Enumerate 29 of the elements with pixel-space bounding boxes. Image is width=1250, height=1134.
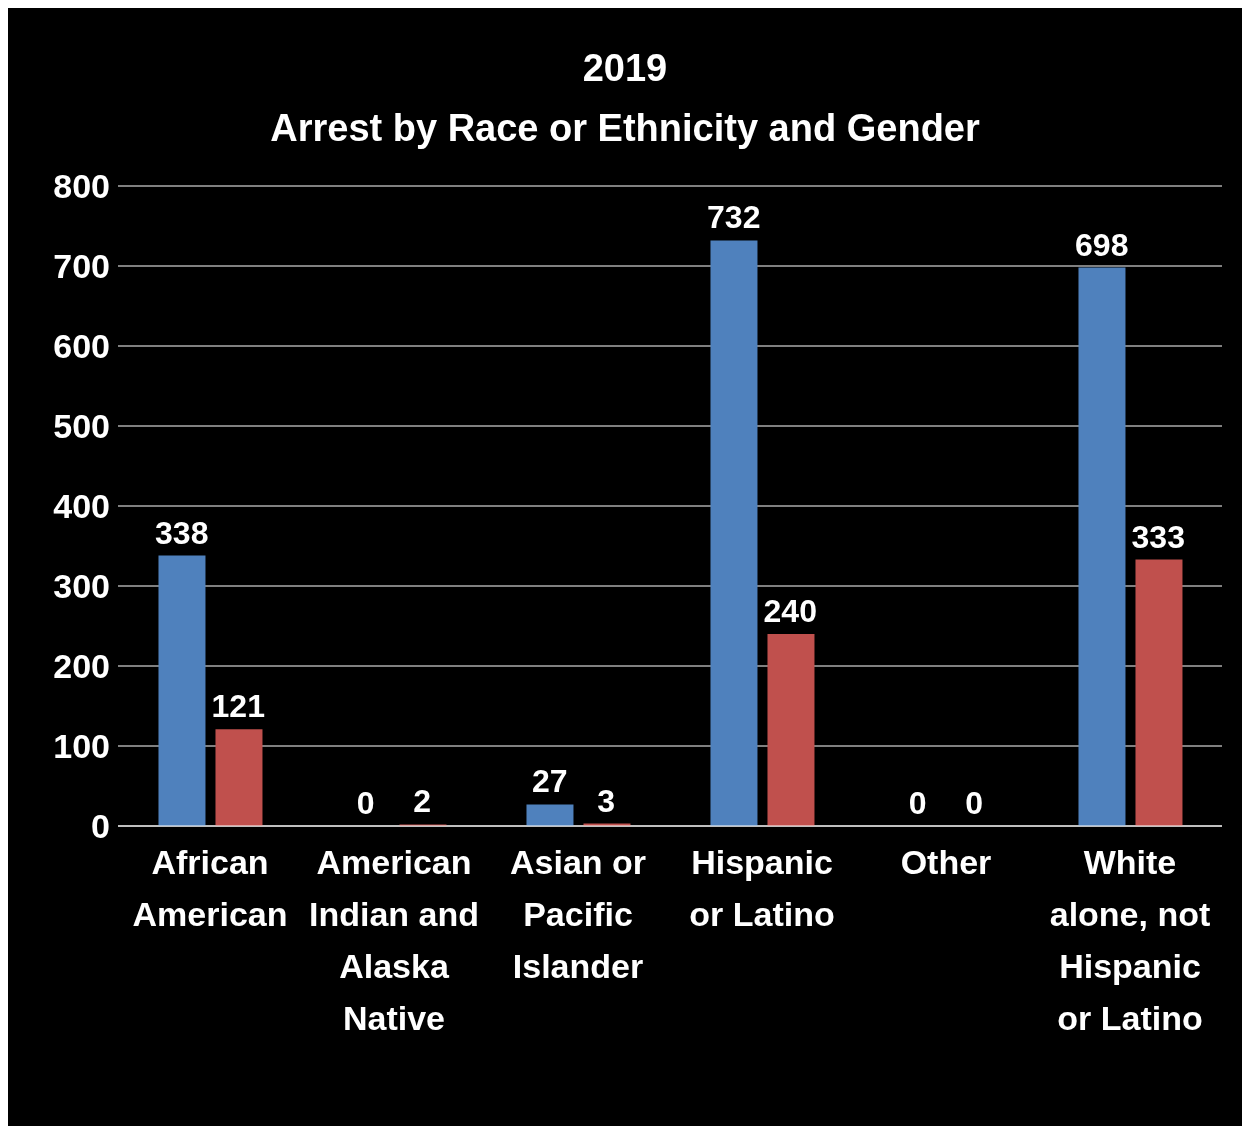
data-label: 732 [707, 199, 761, 236]
y-tick-label: 0 [91, 807, 110, 846]
y-tick-label: 800 [53, 167, 110, 206]
x-tick-label: Other [900, 843, 992, 881]
data-label: 0 [965, 785, 984, 821]
y-tick-label: 400 [53, 487, 110, 526]
data-label: 240 [763, 593, 817, 629]
data-label: 3 [597, 782, 616, 819]
data-label: 2 [413, 783, 432, 820]
x-tick-label: Asian or Pacific Islander [509, 843, 647, 985]
x-tick-label: American Indian and Alaska Native [309, 843, 479, 1037]
y-tick-label: 500 [53, 407, 110, 446]
data-label: 333 [1131, 518, 1185, 555]
chart-title: 2019 [581, 46, 669, 91]
x-tick-label: Hispanic or Latino [689, 843, 835, 933]
data-label: 121 [211, 688, 265, 725]
x-tick-label: White alone, not Hispanic or Latino [1049, 843, 1211, 1037]
y-tick-label: 200 [53, 647, 110, 686]
y-tick-label: 100 [53, 727, 110, 766]
data-label: 338 [155, 514, 209, 551]
chart-subtitle: Arrest by Race or Ethnicity and Gender [269, 106, 981, 151]
data-label: 27 [531, 763, 568, 800]
y-tick-label: 600 [53, 327, 110, 366]
data-label: 0 [908, 785, 927, 821]
x-tick-label: African American [132, 843, 288, 933]
y-tick-label: 300 [53, 567, 110, 606]
data-label: 0 [356, 785, 375, 821]
y-tick-label: 700 [53, 247, 110, 286]
data-label: 698 [1075, 226, 1129, 263]
